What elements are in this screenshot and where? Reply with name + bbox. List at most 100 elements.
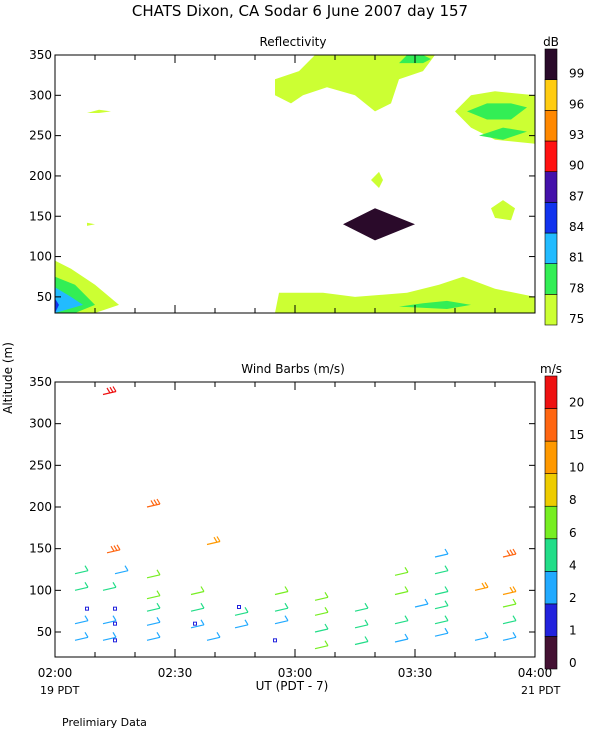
barb-shaft [146, 574, 161, 579]
barb-shaft [314, 628, 329, 633]
y-tick-label: 350 [29, 375, 52, 389]
colorbar-label: 20 [569, 396, 584, 410]
wind-barb [102, 582, 117, 591]
wind-barb [394, 586, 409, 596]
barb-shaft [434, 570, 449, 575]
barb-shaft [74, 636, 89, 641]
barb-shaft [206, 636, 221, 641]
colorbar-label: 2 [569, 591, 577, 605]
colorbar-swatch [544, 79, 558, 111]
barb-flag [112, 582, 117, 588]
wind-barb [74, 632, 89, 641]
colorbar-label: 75 [569, 312, 584, 326]
calm-marker [193, 621, 197, 626]
y-tick-label: 50 [37, 625, 52, 639]
barb-shaft [274, 620, 289, 625]
barb-flag [324, 592, 329, 598]
barb-flag [110, 545, 115, 552]
colorbar-swatch [544, 505, 558, 540]
reflectivity-region [275, 55, 435, 112]
barb-shaft [206, 540, 221, 546]
barb-flag [150, 500, 155, 506]
y-axis-label: Altitude (m) [1, 342, 15, 414]
colorbar-label: 4 [569, 558, 577, 572]
wind-barb [354, 636, 369, 646]
barb-shaft [146, 621, 161, 626]
reflectivity-region [343, 208, 415, 241]
wind-barb [434, 565, 449, 575]
colorbar-swatch [544, 202, 558, 234]
wind-barb [114, 565, 129, 575]
barb-shaft [74, 620, 89, 625]
barb-flag [84, 582, 89, 588]
x-tick-label: 03:00 [278, 666, 313, 680]
wind-barb [206, 536, 221, 546]
colorbar-label: 90 [569, 159, 584, 173]
barb-flag [444, 615, 449, 621]
barb-flag [116, 544, 121, 551]
barb-shaft [274, 607, 289, 612]
wind-barb [74, 582, 89, 591]
wind-barb [274, 586, 289, 596]
barb-shaft [394, 571, 409, 576]
y-tick-label: 100 [29, 250, 52, 264]
wind-barb [314, 623, 329, 633]
barb-flag [156, 498, 161, 505]
barb-flag [213, 536, 218, 543]
wind-barb [414, 598, 429, 608]
barb-flag [444, 600, 449, 606]
barb-flag [216, 632, 221, 638]
barb-flag [484, 582, 489, 588]
barb-shaft [234, 611, 249, 616]
wind-barb [102, 615, 117, 625]
barb-shaft [354, 624, 369, 629]
barb-shaft [190, 624, 205, 629]
wind-barb [502, 586, 517, 596]
wind-barb [502, 598, 517, 608]
barb-flag [84, 615, 89, 621]
y-tick-label: 250 [29, 458, 52, 472]
start-date-label: 19 PDT [40, 684, 80, 697]
reflectivity-colorbar: 75 78 81 84 87 90 93 96 99 [544, 48, 584, 326]
barb-flag [404, 567, 409, 573]
barb-flag [364, 602, 369, 609]
barb-shaft [114, 570, 129, 575]
wind-barb [314, 607, 329, 616]
barb-shaft [502, 603, 517, 608]
wind-axes: 50 100 150 200 250 300 350 02:00 02:30 03:00 03:30… [29, 375, 552, 680]
reflectivity-region [87, 109, 111, 113]
colorbar-swatch [544, 636, 558, 670]
reflectivity-region [399, 300, 471, 309]
barb-shaft [394, 620, 409, 625]
y-tick-label: 350 [29, 48, 52, 62]
barb-flag [156, 632, 161, 638]
barb-shaft [414, 603, 429, 608]
wind-barb [146, 590, 161, 600]
colorbar-swatch [544, 294, 558, 326]
barb-flag [404, 615, 409, 621]
wind-barb [146, 602, 161, 612]
colorbar-label: 1 [569, 623, 577, 637]
y-tick-label: 150 [29, 542, 52, 556]
colorbar-swatch [544, 110, 558, 142]
colorbar-swatch [544, 571, 558, 605]
barb-shaft [74, 586, 89, 591]
wind-barb [502, 615, 517, 625]
barb-flag [284, 602, 289, 609]
barb-flag [244, 607, 249, 613]
barb-shaft [434, 553, 449, 558]
x-tick-label: 03:30 [398, 666, 433, 680]
barb-flag [512, 632, 517, 638]
colorbar-swatch [544, 140, 558, 172]
wind-barb [434, 548, 449, 558]
wind-barb [314, 640, 329, 650]
barb-flag [156, 617, 161, 623]
barb-flag [424, 598, 429, 605]
barb-flag [200, 619, 205, 626]
barb-flag [512, 548, 517, 555]
calm-marker [113, 606, 117, 611]
barb-flag [512, 586, 517, 592]
colorbar-label: 15 [569, 428, 584, 442]
barb-flag [404, 586, 409, 592]
colorbar-label: 96 [569, 97, 584, 111]
